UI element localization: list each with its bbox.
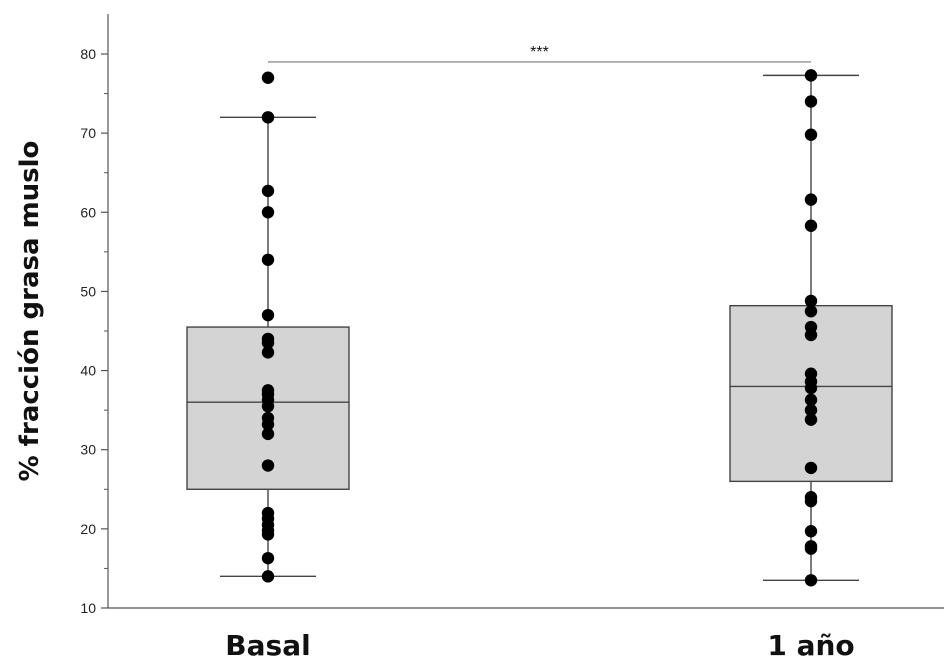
data-point bbox=[804, 574, 818, 587]
data-point bbox=[804, 294, 818, 308]
x-category-labels: Basal 1 año bbox=[225, 629, 854, 662]
data-point bbox=[804, 95, 818, 108]
data-point bbox=[261, 528, 275, 541]
data-point bbox=[261, 418, 275, 431]
data-point bbox=[261, 336, 275, 350]
data-point bbox=[261, 346, 275, 359]
data-point bbox=[804, 69, 818, 82]
data-point bbox=[804, 193, 818, 206]
data-point bbox=[804, 413, 818, 426]
data-point bbox=[261, 570, 275, 583]
significance-group: *** bbox=[268, 44, 811, 63]
data-point bbox=[261, 551, 275, 565]
data-point bbox=[261, 206, 275, 219]
y-tick-label: 50 bbox=[80, 283, 96, 299]
data-point bbox=[261, 253, 275, 266]
y-tick-label: 20 bbox=[80, 521, 96, 537]
y-tick-label: 70 bbox=[80, 125, 96, 141]
y-ticks-group: 10 20 30 40 50 60 70 80 bbox=[80, 46, 108, 616]
data-point bbox=[804, 219, 818, 232]
y-axis-label: % fracción grasa muslo bbox=[15, 141, 45, 482]
data-point bbox=[804, 128, 818, 141]
y-tick-label: 80 bbox=[80, 46, 96, 62]
data-point bbox=[804, 542, 818, 555]
data-point bbox=[804, 525, 818, 538]
data-point bbox=[261, 459, 275, 472]
significance-label: *** bbox=[530, 44, 549, 61]
data-point bbox=[261, 71, 275, 84]
data-point bbox=[804, 381, 818, 395]
data-point bbox=[261, 308, 275, 322]
data-point bbox=[261, 427, 275, 441]
data-point bbox=[804, 328, 818, 342]
data-point bbox=[804, 494, 818, 508]
boxes-group bbox=[186, 74, 893, 581]
data-point bbox=[261, 184, 275, 198]
y-tick-label: 40 bbox=[80, 363, 96, 379]
y-tick-label: 10 bbox=[80, 600, 96, 616]
axes-group bbox=[107, 14, 944, 609]
x-category-label: Basal bbox=[225, 629, 310, 662]
y-tick-label: 60 bbox=[80, 204, 96, 220]
points-group bbox=[261, 69, 818, 587]
x-category-label: 1 año bbox=[767, 629, 854, 662]
y-tick-label: 30 bbox=[80, 442, 96, 458]
data-point bbox=[804, 403, 818, 417]
data-point bbox=[804, 461, 818, 475]
data-point bbox=[804, 305, 818, 318]
data-point bbox=[261, 111, 275, 124]
data-point bbox=[261, 399, 275, 413]
data-point bbox=[804, 393, 818, 407]
